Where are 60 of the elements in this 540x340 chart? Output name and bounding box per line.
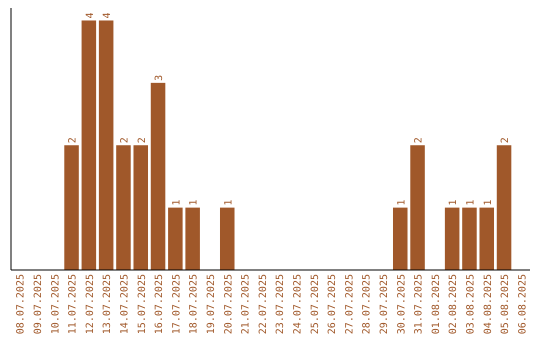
bar [185, 208, 200, 270]
data-label: 2 [500, 137, 512, 144]
data-label: 2 [136, 137, 148, 144]
bar [220, 208, 235, 270]
bar [496, 145, 512, 270]
x-tick-label: 28.07.2025 [362, 274, 373, 334]
data-label: 1 [396, 200, 408, 206]
bar [116, 145, 131, 270]
data-label: 1 [171, 200, 182, 206]
x-tick-label: 14.07.2025 [119, 274, 130, 334]
x-tick-label: 10.07.2025 [50, 274, 62, 334]
x-tick-label: 24.07.2025 [292, 274, 304, 334]
bar [98, 20, 114, 270]
x-tick-label: 23.07.2025 [275, 274, 286, 334]
x-tick-label: 30.07.2025 [396, 274, 408, 334]
x-tick-label: 31.07.2025 [414, 274, 425, 334]
x-tick-label: 09.07.2025 [32, 274, 44, 334]
bar [150, 82, 166, 270]
data-label: 2 [119, 137, 130, 144]
data-label: 1 [465, 200, 476, 206]
x-tick-label: 11.07.2025 [68, 274, 79, 334]
x-tick-label: 04.08.2025 [482, 274, 494, 334]
data-label: 4 [84, 12, 96, 18]
x-tick-label: 13.07.2025 [102, 274, 114, 334]
x-tick-label: 12.07.2025 [84, 274, 96, 334]
x-tick-label: 05.08.2025 [500, 274, 512, 334]
bar [444, 208, 460, 270]
bar [410, 145, 425, 270]
x-tick-label: 29.07.2025 [378, 274, 390, 334]
x-tick-label: 20.07.2025 [223, 274, 234, 334]
x-tick-label: 02.08.2025 [448, 274, 460, 334]
data-label: 1 [448, 200, 460, 206]
x-tick-label: 03.08.2025 [465, 274, 476, 334]
x-tick-label: 08.07.2025 [16, 274, 27, 334]
x-tick-label: 01.08.2025 [430, 274, 442, 334]
bar [392, 208, 408, 270]
bar [479, 208, 494, 270]
bar [82, 20, 96, 270]
x-tick-label: 15.07.2025 [136, 274, 148, 334]
bar [64, 145, 79, 270]
data-label: 1 [482, 200, 494, 206]
x-tick-label: 19.07.2025 [206, 274, 217, 334]
x-tick-label: 18.07.2025 [188, 274, 200, 334]
data-label: 1 [223, 200, 234, 206]
x-tick-label: 27.07.2025 [344, 274, 356, 334]
bar [133, 145, 148, 270]
x-tick-label: 25.07.2025 [310, 274, 321, 334]
x-tick-label: 06.08.2025 [517, 274, 528, 334]
bar [462, 208, 477, 270]
data-label: 4 [102, 12, 114, 18]
data-label: 1 [188, 200, 200, 206]
x-tick-label: 21.07.2025 [240, 274, 252, 334]
x-tick-label: 16.07.2025 [154, 274, 166, 334]
data-label: 3 [154, 74, 166, 81]
x-tick-label: 26.07.2025 [327, 274, 338, 334]
x-tick-label: 17.07.2025 [171, 274, 182, 334]
x-tick-label: 22.07.2025 [258, 274, 269, 334]
bar [168, 208, 183, 270]
data-label: 2 [68, 137, 79, 144]
data-label: 2 [414, 137, 425, 144]
